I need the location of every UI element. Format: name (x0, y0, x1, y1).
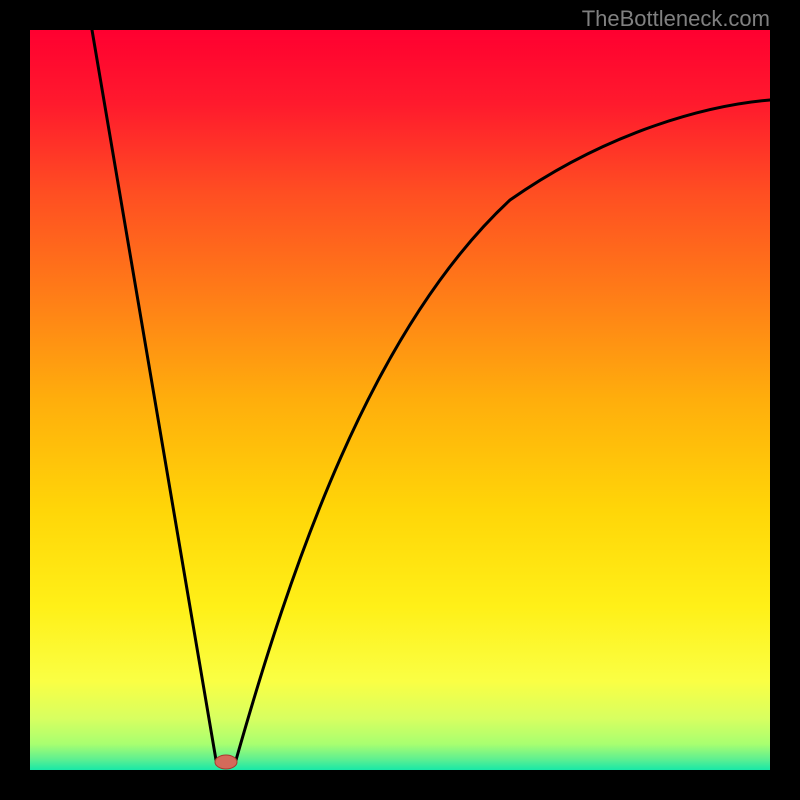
figure-canvas: TheBottleneck.com (0, 0, 800, 800)
bottleneck-marker (215, 755, 237, 769)
watermark-text: TheBottleneck.com (582, 6, 770, 32)
curve-path (92, 30, 770, 764)
plot-area (30, 30, 770, 770)
bottleneck-curve (30, 30, 770, 770)
